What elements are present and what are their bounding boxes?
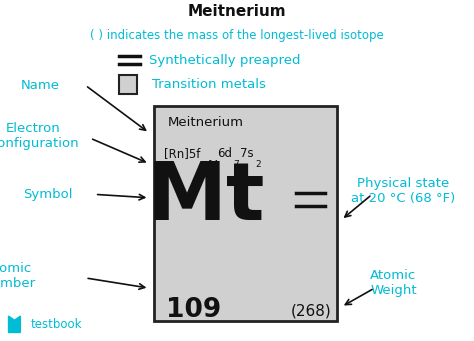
Text: 6d: 6d — [217, 147, 232, 160]
Bar — [118, 75, 137, 94]
Text: ( ) indicates the mass of the longest-lived isotope: ( ) indicates the mass of the longest-li… — [90, 29, 384, 42]
Text: Meitnerium: Meitnerium — [167, 116, 243, 129]
Text: 7: 7 — [234, 160, 239, 169]
Text: 7s: 7s — [240, 147, 254, 160]
Text: Synthetically preapred: Synthetically preapred — [149, 54, 301, 66]
Text: Physical state
at 20 °C (68 °F): Physical state at 20 °C (68 °F) — [351, 177, 455, 205]
Text: Transition metals: Transition metals — [152, 78, 265, 91]
Text: Name: Name — [21, 79, 60, 92]
Text: Electron
Configuration: Electron Configuration — [0, 122, 79, 150]
Text: [Rn]5f: [Rn]5f — [164, 147, 200, 160]
Text: 14: 14 — [208, 160, 219, 169]
Text: Atomic
Weight: Atomic Weight — [370, 269, 417, 297]
Bar — [154, 106, 337, 321]
Text: testbook: testbook — [31, 318, 82, 331]
Polygon shape — [9, 316, 20, 332]
Text: Meitnerium: Meitnerium — [188, 4, 286, 19]
Text: (268): (268) — [291, 303, 332, 318]
Text: 109: 109 — [166, 297, 221, 323]
Text: 2: 2 — [255, 160, 261, 169]
Text: Symbol: Symbol — [23, 188, 72, 201]
Text: Mt: Mt — [147, 159, 265, 237]
Text: Atomic
number: Atomic number — [0, 262, 36, 290]
